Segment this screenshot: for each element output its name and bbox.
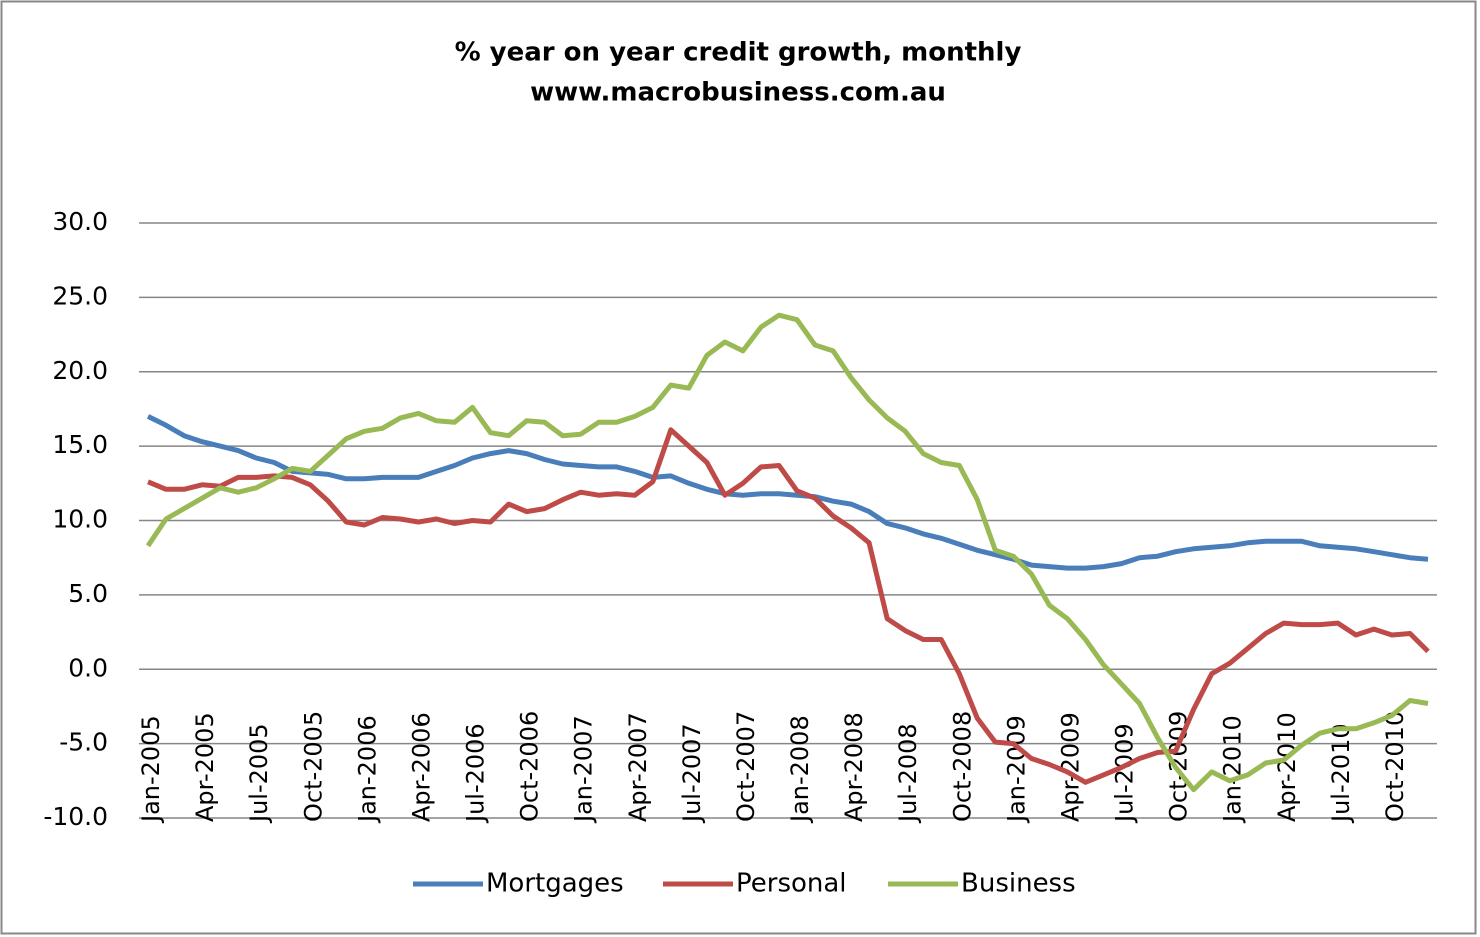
chart-subtitle: www.macrobusiness.com.au xyxy=(530,78,946,108)
x-tick-label: Jul-2005 xyxy=(245,723,273,824)
x-tick-label: Jul-2010 xyxy=(1327,723,1355,824)
x-tick-label: Jan-2008 xyxy=(786,715,814,824)
x-tick-label: Oct-2007 xyxy=(732,711,760,822)
x-tick-label: Jul-2008 xyxy=(894,723,922,824)
y-tick-label: 30.0 xyxy=(52,207,108,236)
y-tick-label: -5.0 xyxy=(59,728,108,757)
y-tick-label: 0.0 xyxy=(68,653,108,682)
x-tick-label: Jul-2007 xyxy=(678,723,706,824)
legend-label: Mortgages xyxy=(486,869,624,899)
chart-title: % year on year credit growth, monthly xyxy=(455,38,1022,68)
line-series xyxy=(147,427,1430,785)
x-tick-label: Apr-2007 xyxy=(624,712,652,822)
x-tick-label: Jan-2005 xyxy=(137,715,165,824)
x-tick-label: Jul-2009 xyxy=(1111,723,1139,824)
line-series xyxy=(146,414,1429,571)
x-tick-label: Jan-2010 xyxy=(1219,715,1247,824)
line-series xyxy=(145,312,1429,793)
x-tick-label: Oct-2010 xyxy=(1381,711,1409,822)
y-tick-label: -10.0 xyxy=(43,802,108,831)
x-tick-label: Apr-2008 xyxy=(840,712,868,822)
y-tick-label: 20.0 xyxy=(52,356,108,385)
y-tick-label: 15.0 xyxy=(52,430,108,459)
x-tick-label: Oct-2009 xyxy=(1165,711,1193,822)
x-tick-label: Jan-2007 xyxy=(570,715,598,824)
x-tick-label: Oct-2008 xyxy=(948,711,976,822)
x-tick-label: Apr-2010 xyxy=(1273,712,1301,822)
legend-label: Business xyxy=(961,869,1076,899)
y-tick-label: 5.0 xyxy=(68,579,108,608)
x-tick-label: Oct-2006 xyxy=(516,711,544,822)
y-tick-label: 10.0 xyxy=(52,505,108,534)
x-tick-label: Apr-2005 xyxy=(191,712,219,822)
x-tick-label: Apr-2006 xyxy=(407,712,435,822)
x-tick-label: Jul-2006 xyxy=(462,723,490,824)
x-tick-label: Jan-2006 xyxy=(353,715,381,824)
legend-label: Personal xyxy=(736,869,847,899)
y-tick-label: 25.0 xyxy=(52,281,108,310)
x-tick-label: Oct-2005 xyxy=(299,711,327,822)
x-tick-label: Jan-2009 xyxy=(1002,715,1030,824)
